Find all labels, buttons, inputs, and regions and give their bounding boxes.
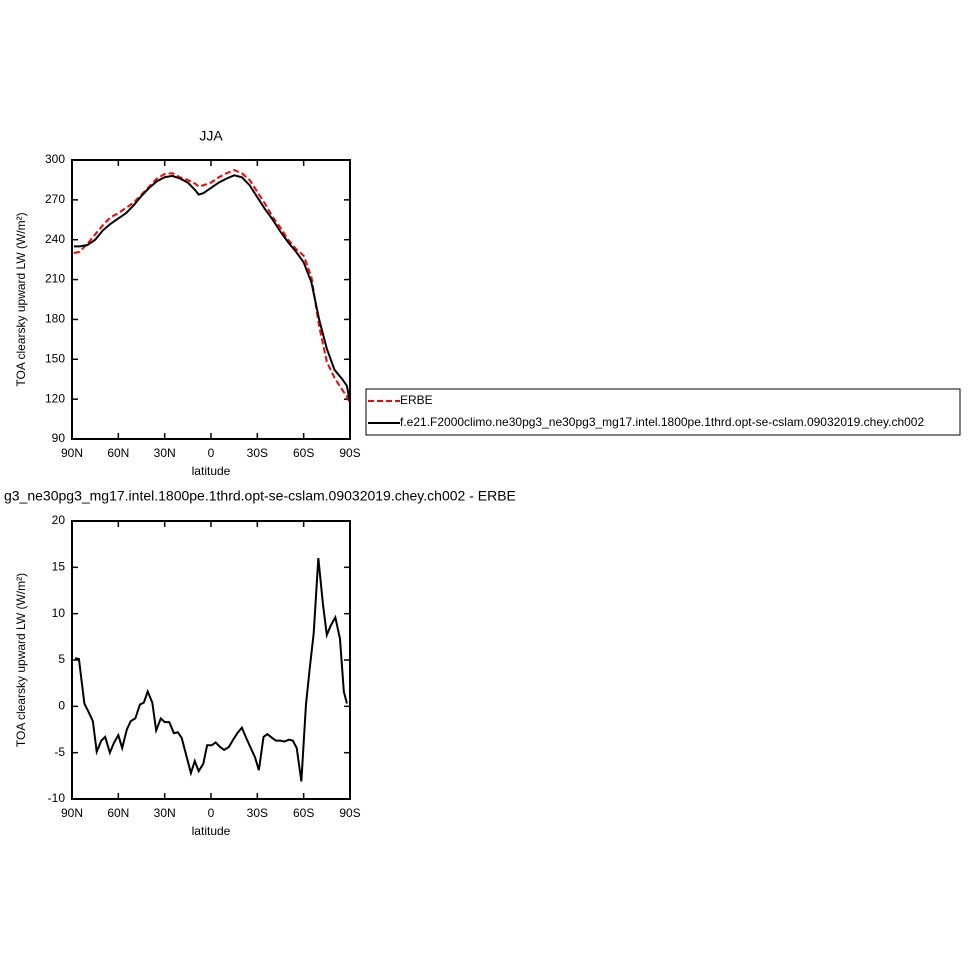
y-tick-label: 5	[58, 652, 65, 666]
chart-title: JJA	[199, 128, 223, 144]
data-line	[73, 168, 351, 404]
y-axis-label: TOA clearsky upward LW (W/m²)	[14, 212, 28, 386]
legend-label: f.e21.F2000climo.ne30pg3_ne30pg3_mg17.in…	[400, 415, 924, 429]
y-tick-label: 150	[45, 351, 65, 365]
y-tick-label: 240	[45, 232, 65, 246]
x-tick-label: 30N	[154, 806, 176, 820]
x-axis-label: latitude	[192, 464, 231, 478]
x-tick-label: 90S	[339, 446, 360, 460]
x-tick-label: 90S	[339, 806, 360, 820]
plot-frame	[71, 159, 351, 440]
x-tick-label: 30S	[247, 806, 268, 820]
legend-box	[365, 388, 961, 436]
y-tick-label: 0	[58, 699, 65, 713]
legend-label: ERBE	[400, 393, 433, 407]
x-tick-label: 30N	[154, 446, 176, 460]
y-tick-label: -10	[48, 791, 66, 805]
chart-title: g3_ne30pg3_mg17.intel.1800pe.1thrd.opt-s…	[4, 488, 516, 504]
data-line	[73, 174, 351, 404]
x-tick-label: 90N	[61, 446, 83, 460]
data-line	[74, 557, 348, 782]
x-tick-label: 0	[208, 806, 215, 820]
x-axis-label: latitude	[192, 824, 231, 838]
y-axis-label: TOA clearsky upward LW (W/m²)	[14, 573, 28, 747]
y-tick-label: 210	[45, 272, 65, 286]
y-tick-label: 15	[52, 560, 66, 574]
y-tick-label: 20	[52, 513, 66, 527]
x-tick-label: 60N	[107, 446, 129, 460]
plot-frame	[71, 520, 351, 800]
x-tick-label: 0	[208, 446, 215, 460]
y-tick-label: 10	[52, 606, 66, 620]
y-tick-label: -5	[54, 745, 65, 759]
y-tick-label: 300	[45, 152, 65, 166]
x-tick-label: 30S	[247, 446, 268, 460]
x-tick-label: 60N	[107, 806, 129, 820]
x-tick-label: 60S	[293, 806, 314, 820]
y-tick-label: 270	[45, 192, 65, 206]
x-tick-label: 90N	[61, 806, 83, 820]
y-tick-label: 180	[45, 312, 65, 326]
y-tick-label: 90	[52, 431, 66, 445]
y-tick-label: 120	[45, 391, 65, 405]
x-tick-label: 60S	[293, 446, 314, 460]
